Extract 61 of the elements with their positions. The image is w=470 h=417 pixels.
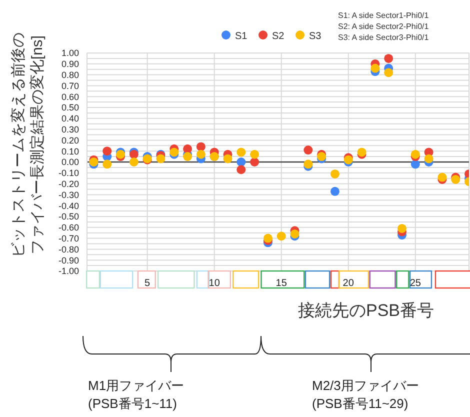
y-tick-label: -0.50 (58, 212, 79, 222)
y-tick-label: -0.60 (58, 222, 79, 233)
x-tick-label: 10 (208, 278, 220, 290)
point (330, 169, 340, 178)
y-tick-label: 0.80 (61, 70, 79, 80)
point (196, 150, 206, 159)
x-axis-title: 接続先のPSB番号 (298, 301, 434, 320)
point (223, 154, 232, 164)
point (290, 229, 300, 238)
x-tick-label: 5 (144, 278, 151, 290)
point (384, 54, 394, 63)
y-tick-label: -0.20 (58, 178, 79, 189)
y-tick-label: -0.80 (58, 244, 79, 254)
legend-label: S2 (272, 31, 285, 42)
y-tick-label: 0.50 (61, 102, 79, 113)
point (384, 68, 394, 78)
point (156, 154, 166, 164)
y-tick-label: 0.30 (61, 124, 79, 134)
text: M1用ファイバー (PSB番号1~11) (88, 378, 184, 411)
point (250, 158, 260, 166)
y-tick-label: 0.70 (61, 80, 79, 91)
point (236, 148, 246, 157)
y-tick-label: -0.30 (58, 190, 79, 200)
y-tick-label: 0.40 (61, 114, 79, 124)
x-tick-label: 25 (410, 278, 422, 290)
point (370, 64, 380, 73)
point (196, 142, 206, 152)
point (183, 152, 192, 162)
y-tick-label: -1.00 (58, 266, 79, 276)
point (102, 160, 112, 169)
point (89, 158, 98, 166)
y-tick-label: 1.00 (61, 48, 79, 58)
point (397, 224, 406, 233)
y-tick-label: 0.60 (61, 92, 79, 102)
x-tick-label: 20 (342, 278, 354, 290)
y-tick-label: 0.90 (61, 59, 79, 70)
point (330, 186, 340, 196)
y-tick-label: 0.00 (61, 157, 79, 168)
point (102, 146, 112, 156)
y-tick-label: 0.10 (61, 146, 79, 156)
point (250, 150, 260, 159)
legend-label: S3 (309, 31, 322, 42)
y-tick-label: -0.10 (58, 168, 79, 178)
point (410, 150, 420, 159)
y-tick-label: 0.20 (61, 135, 79, 146)
y-tick-label: -0.70 (58, 233, 79, 244)
text: S1: A side Sector1-Phi0/1 S2: A side Sector2-Phi0/1 S3: A side Sector3-Phi0/1 (338, 11, 430, 42)
y-tick-label: -0.90 (58, 255, 79, 266)
point (304, 146, 313, 155)
legend-label: S1 (235, 31, 248, 42)
point (236, 165, 246, 174)
y-tick-label: -0.40 (58, 200, 79, 211)
point (183, 144, 192, 154)
point (276, 232, 286, 241)
text: M2/3用ファイバー (PSB番号11~29) (312, 378, 419, 411)
point (410, 160, 420, 169)
point (424, 154, 434, 164)
point (129, 158, 138, 166)
x-tick-label: 15 (276, 278, 288, 290)
y-axis-title: ビットストリームを変える前後のファイバー長測定結果の変化[ns] (9, 32, 47, 260)
point (236, 158, 246, 166)
